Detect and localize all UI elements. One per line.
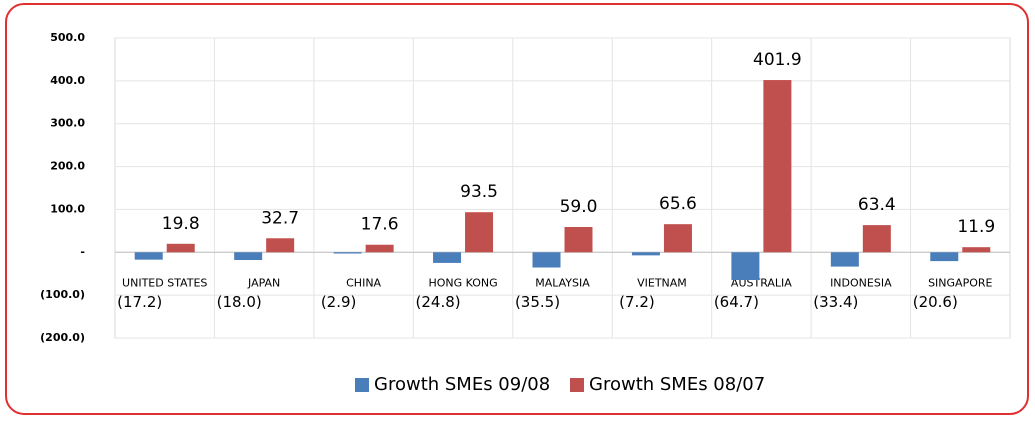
bar [365,244,394,253]
bar [166,243,195,253]
plot-area [114,37,1011,339]
y-tick-label: (200.0) [40,331,85,344]
y-tick-label: 300.0 [50,117,85,130]
x-tick-label: SINGAPORE [928,276,992,289]
bar [465,212,494,253]
value-label: (35.5) [515,293,560,311]
x-tick-label: VIETNAM [637,276,687,289]
y-tick-label: - [80,245,85,258]
value-label: (7.2) [619,293,655,311]
y-tick-label: (100.0) [40,288,85,301]
bar [830,252,859,267]
value-label: 11.9 [957,217,995,237]
value-label: 32.7 [261,208,299,228]
bar [631,252,660,256]
legend-swatch [570,378,584,392]
value-label: 63.4 [858,195,896,215]
bar [234,252,263,260]
value-label: 401.9 [753,50,802,70]
x-tick-label: MALAYSIA [535,276,590,289]
bar [663,224,692,253]
y-tick-label: 100.0 [50,202,85,215]
value-label: 93.5 [460,182,498,202]
value-label: (20.6) [913,293,958,311]
value-label: 65.6 [659,194,697,214]
bar [731,252,760,281]
value-label: 59.0 [560,197,598,217]
bar [862,225,891,253]
y-tick-label: 500.0 [50,31,85,44]
x-tick-label: HONG KONG [428,276,497,289]
bar [564,227,593,253]
bar [532,252,561,268]
value-label: (2.9) [321,293,357,311]
x-tick-label: JAPAN [247,276,280,289]
value-label: (17.2) [117,293,162,311]
bar [134,252,163,260]
bar [962,247,991,253]
x-tick-label: UNITED STATES [122,276,207,289]
x-tick-label: CHINA [346,276,381,289]
value-label: (64.7) [714,293,759,311]
y-tick-label: 200.0 [50,160,85,173]
bar [333,252,362,254]
bar [763,80,792,253]
value-label: 19.8 [162,214,200,234]
bar [930,252,959,262]
value-label: (18.0) [217,293,262,311]
legend-swatch [355,378,369,392]
x-tick-label: INDONESIA [830,276,892,289]
bar [266,238,295,253]
value-label: (24.8) [416,293,461,311]
legend-label: Growth SMEs 08/07 [589,374,765,395]
bar [433,252,462,263]
legend-label: Growth SMEs 09/08 [374,374,550,395]
value-label: 17.6 [361,215,399,235]
value-label: (33.4) [813,293,858,311]
y-tick-label: 400.0 [50,74,85,87]
